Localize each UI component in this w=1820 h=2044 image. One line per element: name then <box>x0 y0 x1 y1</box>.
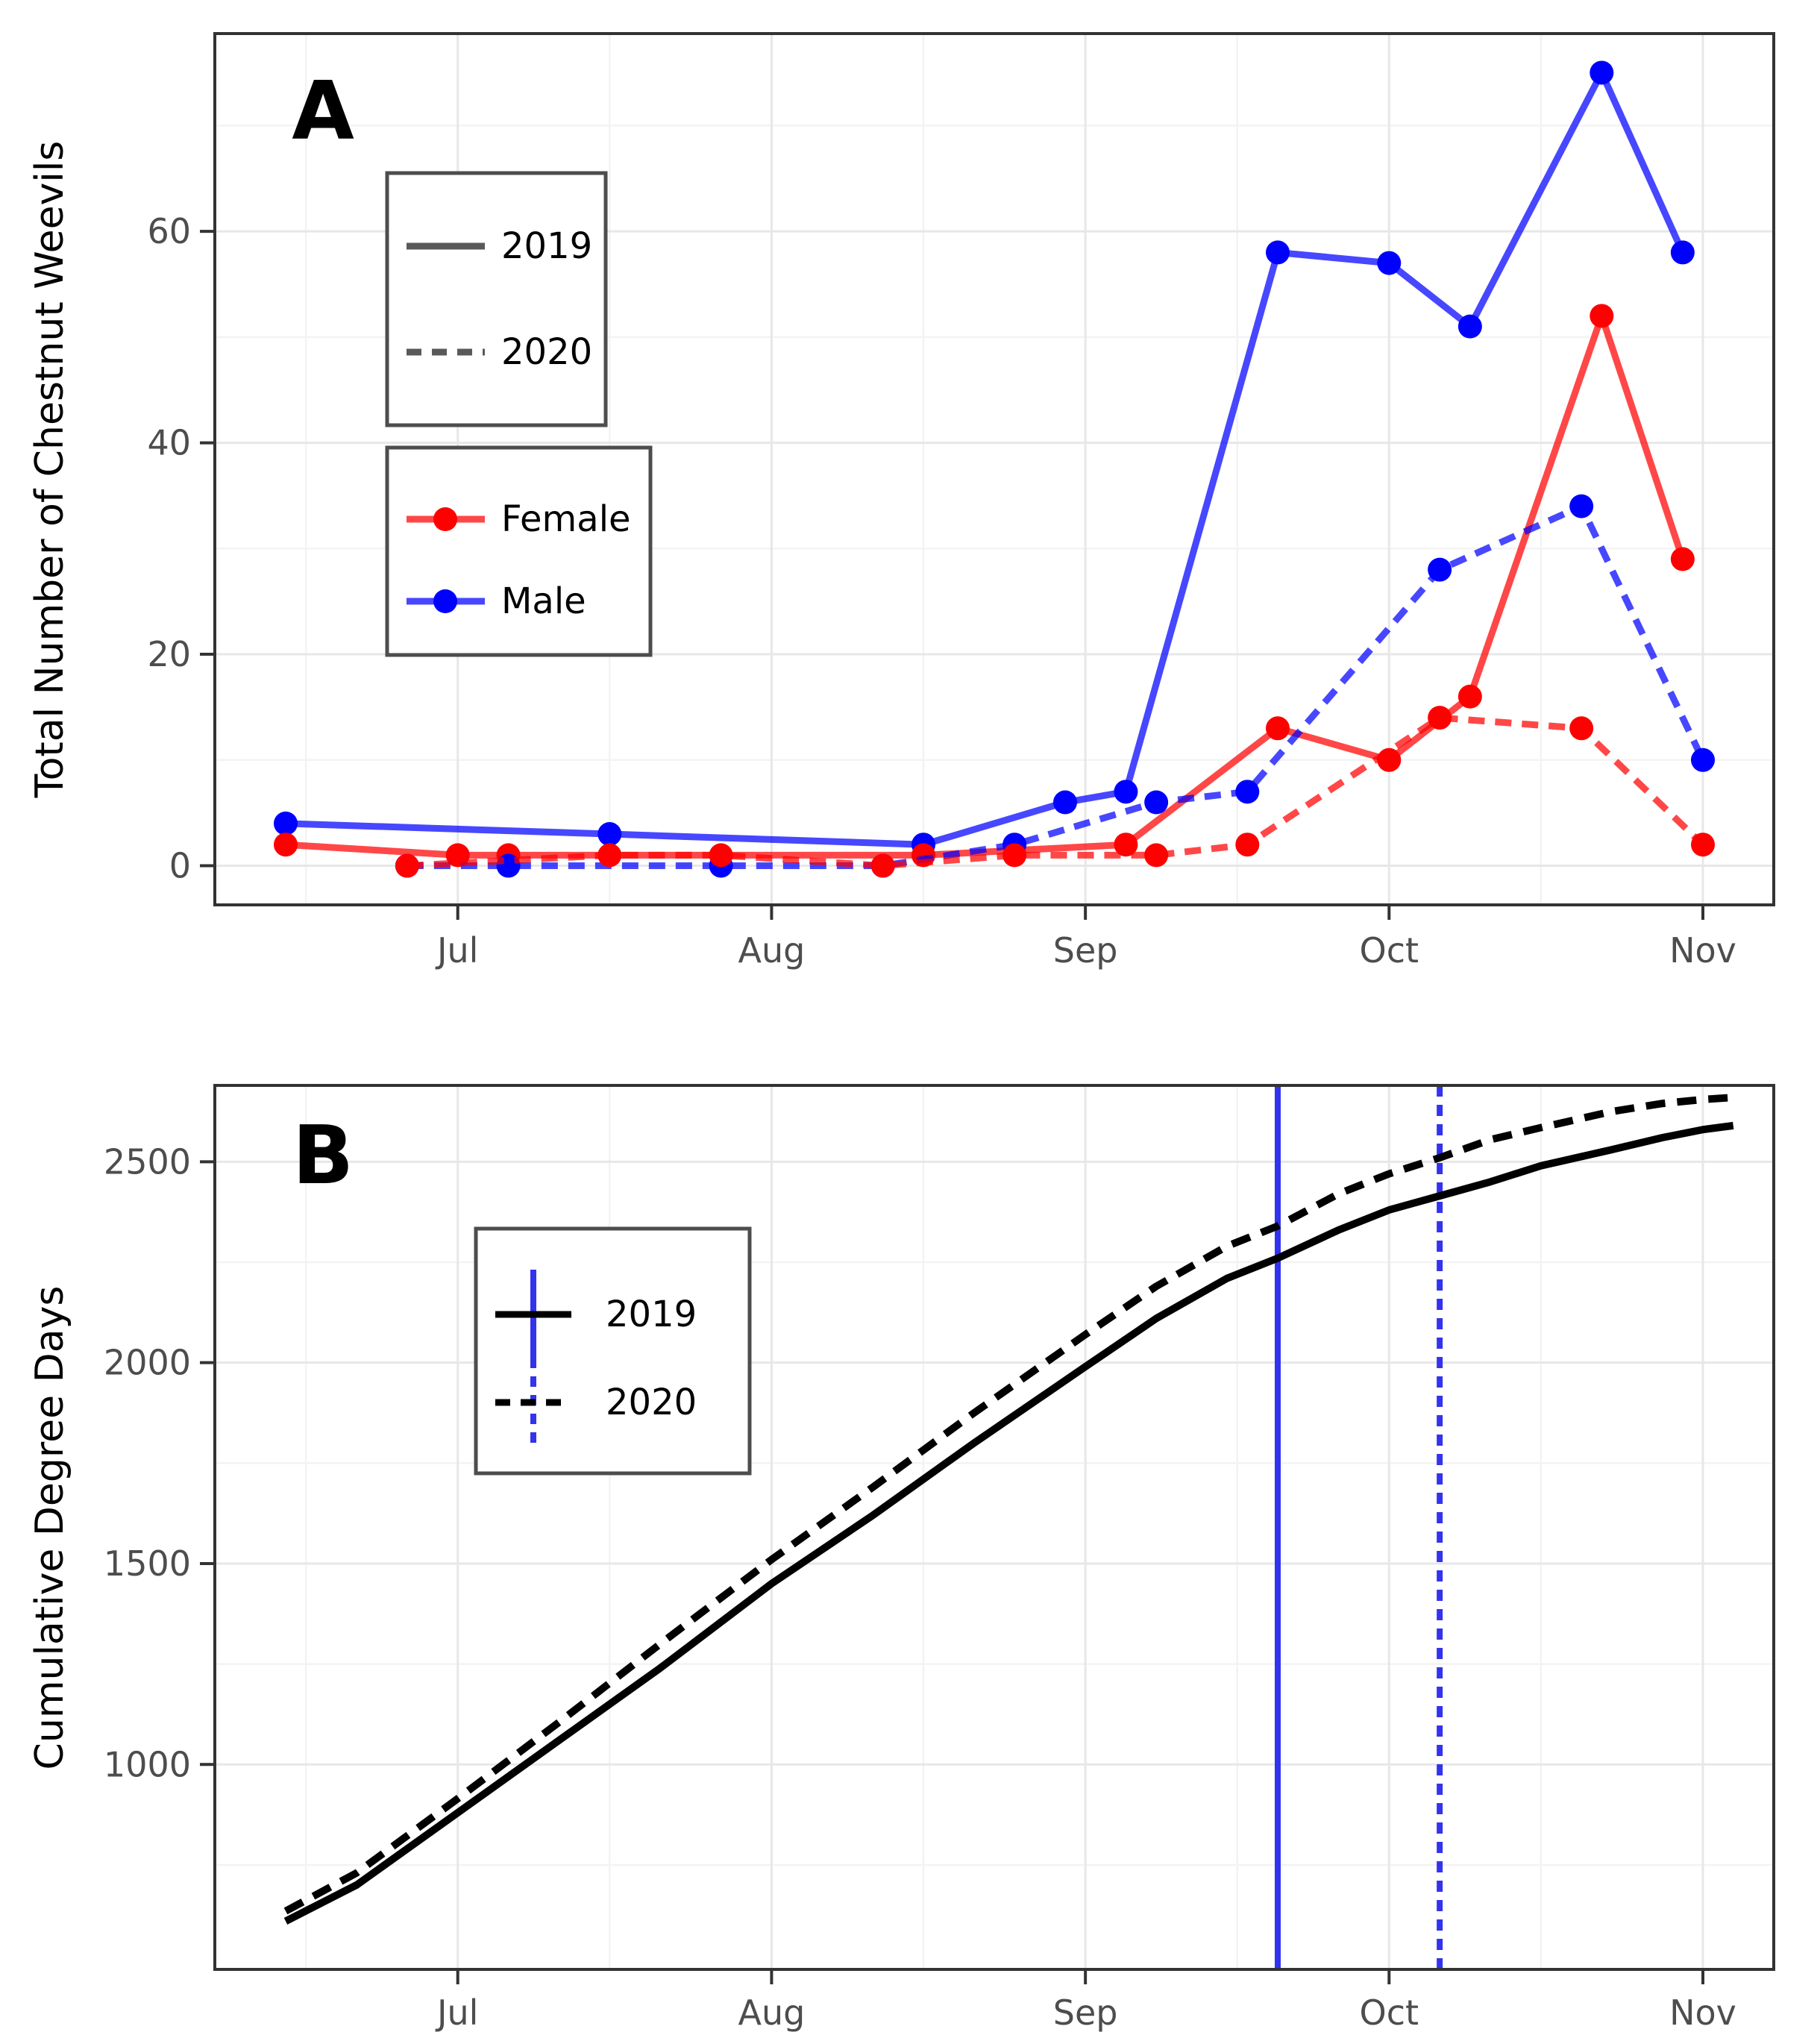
y-tick-label: 2500 <box>104 1141 191 1182</box>
legend-key-dot-male <box>433 589 457 613</box>
data-point-male-2020 <box>1144 790 1169 815</box>
data-point-male-2020 <box>1691 747 1715 772</box>
panel-A-border <box>213 32 1775 906</box>
data-point-female-2019 <box>1670 547 1695 571</box>
data-point-male-2019 <box>597 822 622 847</box>
x-tick-label: Aug <box>738 1993 806 2033</box>
y-tick-label: 1500 <box>104 1543 191 1584</box>
y-tick-label: 0 <box>169 846 191 886</box>
series-line-2020 <box>283 1094 1734 1915</box>
legend-label-female: Female <box>501 498 631 540</box>
legend-linetype-box <box>385 171 608 427</box>
x-tick-label: Nov <box>1669 930 1736 971</box>
legend-label-2019: 2019 <box>501 225 592 267</box>
y-tick-label: 1000 <box>104 1744 191 1784</box>
x-tick-label: Nov <box>1669 1993 1736 2033</box>
data-point-female-2020 <box>1002 843 1027 868</box>
data-point-female-2020 <box>1428 706 1452 730</box>
y-tick-label: 60 <box>147 211 191 251</box>
data-point-male-2019 <box>1457 314 1482 339</box>
panel-B-border <box>213 1084 1775 1971</box>
data-point-female-2020 <box>1235 833 1260 857</box>
data-point-male-2019 <box>1053 790 1077 815</box>
panel-a-letter: A <box>292 65 354 158</box>
panel-B-background <box>215 1085 1774 1969</box>
data-point-female-2019 <box>274 833 298 857</box>
x-tick-label: Sep <box>1053 930 1118 971</box>
x-tick-label: Oct <box>1360 930 1419 971</box>
data-point-female-2020 <box>1569 716 1594 741</box>
legend-label-b-2020: 2020 <box>606 1382 697 1423</box>
x-tick-label: Jul <box>435 930 479 971</box>
legend-sex-box <box>385 445 653 657</box>
data-point-male-2019 <box>1670 240 1695 265</box>
panel-b-letter: B <box>292 1109 354 1203</box>
panel-b-y-axis-title: Cumulative Degree Days <box>28 1286 72 1770</box>
legend-label-2020: 2020 <box>501 331 592 373</box>
y-tick-label: 2000 <box>104 1343 191 1383</box>
x-tick-label: Jul <box>435 1993 479 2033</box>
data-point-male-2020 <box>1235 780 1260 804</box>
data-point-male-2019 <box>1377 251 1402 275</box>
legend-key-dot-female <box>433 507 457 531</box>
series-line-2019 <box>283 1121 1734 1925</box>
data-point-female-2020 <box>709 843 733 868</box>
data-point-female-2020 <box>870 853 895 878</box>
x-tick-label: Sep <box>1053 1993 1118 2033</box>
y-tick-label: 40 <box>147 423 191 463</box>
series-line-female-2020 <box>407 714 1706 870</box>
data-point-male-2019 <box>274 811 298 836</box>
data-point-female-2020 <box>1691 833 1715 857</box>
data-point-female-2020 <box>395 853 419 878</box>
data-point-male-2020 <box>1569 494 1594 518</box>
panel-a-y-axis-title: Total Number of Chestnut Weevils <box>28 141 72 799</box>
data-point-male-2019 <box>1114 780 1138 804</box>
series-line-female-2019 <box>285 312 1686 859</box>
data-point-female-2019 <box>1457 684 1482 709</box>
data-point-female-2019 <box>1590 304 1614 328</box>
data-point-male-2019 <box>1590 60 1614 85</box>
legend-label-male: Male <box>501 580 586 622</box>
data-point-female-2019 <box>1266 716 1290 741</box>
data-point-male-2019 <box>1266 240 1290 265</box>
legend-label-b-2019: 2019 <box>606 1294 697 1335</box>
legend-year-box <box>474 1226 752 1476</box>
data-point-female-2019 <box>1114 833 1138 857</box>
x-tick-label: Aug <box>738 930 806 971</box>
x-tick-label: Oct <box>1360 1993 1419 2033</box>
data-point-female-2020 <box>597 843 622 868</box>
series-line-male-2020 <box>407 503 1707 870</box>
data-point-male-2020 <box>1428 557 1452 582</box>
series-line-male-2019 <box>285 69 1686 848</box>
data-point-female-2020 <box>1144 843 1169 868</box>
y-tick-label: 20 <box>147 634 191 674</box>
